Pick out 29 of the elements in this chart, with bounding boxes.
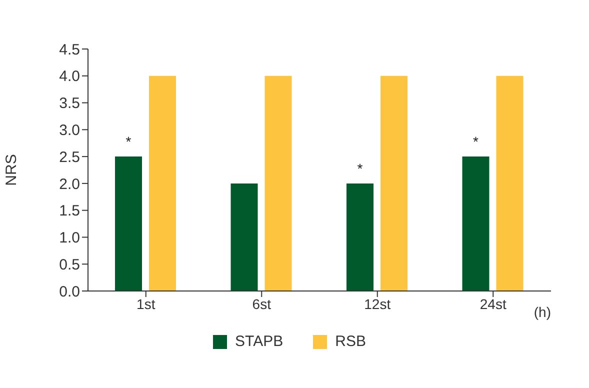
x-tick-label: 24st: [480, 296, 506, 312]
bar: [346, 183, 374, 291]
bar: [380, 76, 408, 291]
x-tick-label: 6st: [252, 296, 272, 312]
y-tick-label: 0.5: [59, 256, 80, 274]
annotation: *: [357, 160, 364, 176]
y-tick-label: 4.0: [59, 68, 80, 86]
annotation: *: [473, 134, 480, 150]
y-tick-label: 3.5: [59, 95, 80, 112]
y-tick-label: 1.5: [59, 202, 80, 220]
x-axis-title: (h): [534, 304, 551, 320]
y-tick-label: 3.0: [59, 122, 80, 139]
y-tick-label: 4.5: [59, 41, 80, 58]
bar: [462, 156, 490, 291]
bar: [149, 76, 176, 291]
bar: [264, 76, 292, 291]
bar: [230, 183, 258, 291]
annotation: *: [126, 134, 132, 150]
x-tick-label: 1st: [136, 296, 156, 312]
y-tick-label: 2.0: [59, 176, 80, 193]
y-axis-title: NRS: [3, 154, 20, 186]
y-tick-label: 1.0: [59, 230, 80, 247]
x-tick-label: 12st: [364, 296, 391, 312]
legend-label: RSB: [334, 333, 366, 350]
legend-label: STAPB: [234, 333, 284, 350]
y-tick-label: 2.5: [59, 148, 80, 166]
bar: [115, 156, 142, 291]
y-tick-label: 0.0: [59, 283, 80, 300]
bar: [496, 76, 524, 291]
